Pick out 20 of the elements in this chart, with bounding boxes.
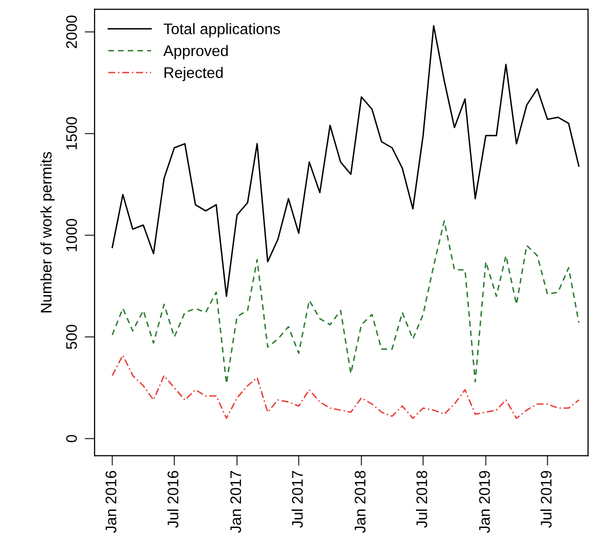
y-tick-label: 500 [66, 324, 77, 350]
x-tick-label: Jan 2017 [230, 471, 242, 533]
x-tick-label: Jul 2019 [540, 470, 552, 528]
y-tick-label: 2000 [66, 16, 77, 48]
y-axis-title: Number of work permits [40, 152, 55, 312]
line-series [112, 220, 580, 384]
x-tick-label: Jan 2019 [479, 470, 490, 533]
x-tick-label: Jan 2016 [106, 470, 116, 533]
legend-label: Total applications [164, 23, 280, 38]
y-tick-label: 0 [66, 434, 77, 442]
y-tick-label: 1500 [66, 117, 77, 150]
x-tick-label: Jul 2018 [416, 470, 428, 528]
legend-label: Rejected [164, 66, 223, 82]
x-tick-label: Jan 2018 [354, 470, 366, 533]
x-tick-label: Jul 2017 [292, 471, 303, 528]
line-series [112, 354, 580, 419]
y-tick-label: 1000 [66, 218, 77, 252]
line-series [112, 25, 580, 297]
x-tick-label: Jul 2016 [167, 470, 178, 528]
legend-label: Approved [163, 44, 228, 60]
